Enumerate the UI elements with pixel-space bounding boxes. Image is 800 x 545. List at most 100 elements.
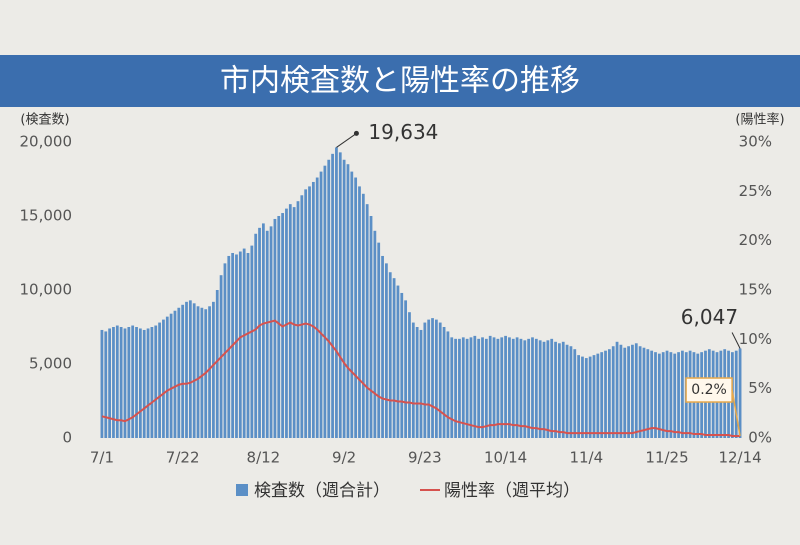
bar [454, 338, 457, 438]
x-tick-label: 8/12 [247, 449, 281, 467]
bar [396, 285, 400, 438]
bar [638, 346, 642, 438]
bar [123, 328, 127, 438]
bar [331, 153, 334, 438]
bar [673, 353, 677, 438]
bar [584, 358, 588, 438]
x-tick-label: 12/14 [718, 449, 761, 467]
label-dot [353, 130, 359, 136]
bar [365, 204, 369, 438]
bar [600, 352, 604, 438]
bar [277, 216, 281, 438]
bar [296, 201, 300, 438]
data-label: 19,634 [368, 120, 438, 144]
y-tick-label: 15,000 [20, 207, 73, 225]
legend-label: 検査数（週合計） [254, 481, 390, 501]
bar [315, 177, 319, 438]
bar [200, 307, 204, 438]
x-tick-label: 11/25 [645, 449, 688, 467]
bar [342, 159, 346, 438]
label-box [685, 377, 733, 403]
bar [427, 319, 431, 438]
bar [250, 245, 254, 438]
bar [135, 327, 138, 438]
bar [388, 272, 392, 438]
bar [261, 223, 265, 438]
bar [311, 181, 315, 438]
bar [112, 327, 115, 438]
bar [438, 322, 442, 438]
bar [319, 171, 323, 438]
bar [577, 355, 581, 438]
bar [400, 292, 404, 438]
bar [158, 322, 161, 438]
bar [223, 263, 227, 438]
bar [254, 233, 258, 438]
legend-swatch [236, 484, 248, 496]
bar [538, 340, 542, 438]
y2-axis-title: (陽性率) [735, 112, 784, 128]
chart-title: 市内検査数と陽性率の推移 [220, 64, 580, 99]
bar [300, 195, 304, 438]
bar [246, 253, 250, 438]
bar [623, 347, 627, 438]
bar [308, 186, 311, 438]
bar [373, 230, 377, 438]
y-tick-label: 0 [62, 429, 72, 447]
bar [554, 341, 557, 438]
bar [238, 251, 242, 438]
bar [488, 335, 492, 438]
bar [611, 346, 615, 438]
bar [646, 349, 650, 438]
bar [242, 248, 246, 438]
bar [508, 337, 511, 438]
bar [304, 189, 308, 438]
bar [119, 327, 123, 438]
bar [484, 338, 488, 438]
bar [115, 325, 119, 438]
bar [665, 350, 669, 438]
bar [415, 327, 419, 438]
y-tick-label: 20,000 [20, 133, 73, 151]
bar [650, 350, 654, 438]
bar [442, 327, 446, 438]
bar [542, 341, 546, 438]
bar [738, 348, 742, 438]
bar [146, 328, 150, 438]
bar [561, 341, 565, 438]
y2-tick-label: 25% [739, 182, 772, 200]
bar [534, 338, 538, 438]
bar [550, 338, 554, 438]
bar [404, 300, 408, 438]
bar [212, 301, 215, 438]
bar [208, 306, 211, 438]
bar [265, 230, 269, 438]
bar [138, 328, 142, 438]
bar [458, 338, 461, 438]
bar [215, 290, 219, 438]
y2-tick-label: 20% [739, 231, 772, 249]
bar [327, 159, 331, 438]
bar [411, 322, 415, 438]
bar [565, 344, 569, 438]
bar [350, 171, 354, 438]
y2-tick-label: 5% [748, 379, 772, 397]
bar [677, 352, 680, 438]
y-axis-title: (検査数) [20, 113, 69, 128]
bar [500, 337, 504, 438]
x-tick-label: 9/23 [408, 449, 442, 467]
bar [288, 204, 292, 438]
bar [385, 263, 388, 438]
x-tick-label: 7/1 [90, 449, 114, 467]
bar [669, 352, 673, 438]
bar [581, 356, 584, 438]
bar [558, 343, 561, 438]
bar [465, 338, 469, 438]
bar [131, 325, 135, 438]
bar [154, 325, 158, 438]
bar [434, 319, 438, 438]
bar [346, 164, 350, 438]
bar [185, 301, 188, 438]
bar [258, 227, 261, 438]
